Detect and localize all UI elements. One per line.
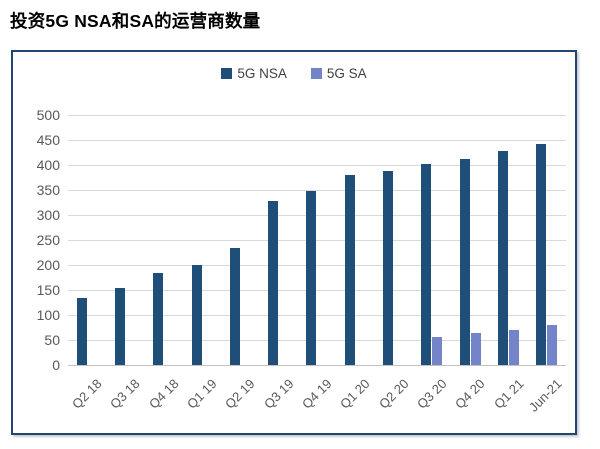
chart-legend: 5G NSA 5G SA (13, 66, 575, 81)
bar-5g-nsa (498, 151, 509, 365)
bar-5g-nsa (114, 288, 125, 365)
legend-label-5g-nsa: 5G NSA (237, 66, 287, 81)
y-axis-tick-label: 350 (36, 182, 60, 198)
bar-5g-sa (509, 330, 520, 365)
y-axis-tick-label: 0 (52, 357, 60, 373)
gridline (68, 290, 566, 291)
x-axis-labels: Q2 18 Q3 18 Q4 18 Q1 19 Q2 19 Q3 19 Q4 19 Q1 20… (68, 365, 566, 435)
bar-5g-nsa (191, 264, 202, 365)
bar-5g-nsa (229, 247, 240, 365)
legend-label-5g-sa: 5G SA (326, 66, 367, 81)
bar-group (260, 115, 298, 365)
legend-item-5g-sa: 5G SA (310, 66, 367, 81)
legend-swatch-5g-nsa-icon (221, 68, 233, 79)
bar-group (68, 115, 106, 365)
bar-5g-nsa (421, 164, 432, 365)
bar-group (528, 115, 566, 365)
chart-frame: 5G NSA 5G SA 0 50 100 150 200 250 300 350 400 450… (11, 50, 577, 435)
page-title: 投资5G NSA和SA的运营商数量 (10, 11, 261, 31)
gridline (68, 265, 566, 266)
bar-group (489, 115, 527, 365)
y-axis-tick-label: 250 (36, 232, 60, 248)
bar-5g-sa (547, 324, 558, 365)
bar-5g-nsa (76, 297, 87, 365)
bar-group (374, 115, 412, 365)
legend-item-5g-nsa: 5G NSA (221, 66, 287, 81)
bar-group (451, 115, 489, 365)
bar-5g-nsa (459, 159, 470, 365)
bar-5g-nsa (536, 143, 547, 365)
gridline (68, 215, 566, 216)
bar-group (183, 115, 221, 365)
bar-5g-sa (470, 332, 481, 365)
bar-group (221, 115, 259, 365)
y-axis-tick-label: 200 (36, 257, 60, 273)
y-axis-tick-label: 400 (36, 157, 60, 173)
bar-5g-nsa (268, 201, 279, 365)
gridline (68, 340, 566, 341)
gridline (68, 240, 566, 241)
y-axis-tick-label: 500 (36, 107, 60, 123)
bar-group (413, 115, 451, 365)
plot-area: 0 50 100 150 200 250 300 350 400 450 500 Q2 18 Q3 1… (37, 107, 566, 415)
y-axis-tick-label: 450 (36, 132, 60, 148)
legend-swatch-5g-sa-icon (310, 68, 322, 79)
gridline (68, 190, 566, 191)
bar-5g-nsa (383, 171, 394, 365)
gridline (68, 140, 566, 141)
gridline (68, 115, 566, 116)
y-axis-tick-label: 150 (36, 282, 60, 298)
bar-5g-sa (432, 337, 443, 365)
bar-5g-nsa (153, 273, 164, 365)
gridline (68, 165, 566, 166)
bar-group (106, 115, 144, 365)
gridline (68, 315, 566, 316)
x-axis-line (68, 365, 566, 366)
y-axis-tick-label: 300 (36, 207, 60, 223)
y-axis-tick-label: 50 (44, 332, 60, 348)
bar-group (336, 115, 374, 365)
bar-5g-nsa (344, 174, 355, 365)
bar-5g-nsa (306, 190, 317, 365)
y-axis-tick-label: 100 (36, 307, 60, 323)
bar-group (298, 115, 336, 365)
bar-group (145, 115, 183, 365)
